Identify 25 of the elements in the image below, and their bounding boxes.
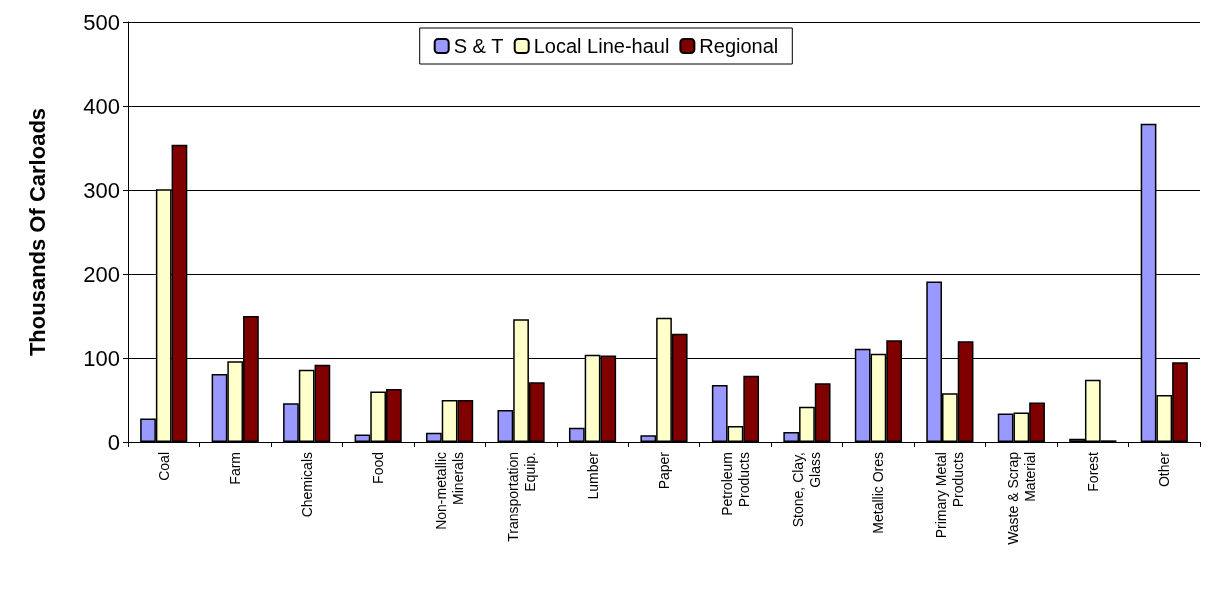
x-tick-label: Transportation Equip. [504, 452, 538, 542]
x-tick-label: Food [370, 452, 387, 484]
x-tick-label: Lumber [584, 451, 601, 500]
x-tick-label: Chemicals [298, 452, 315, 518]
x-tick-label: Waste & Scrap Material [1004, 451, 1038, 545]
x-tick-label: Metallic Ores [870, 452, 887, 534]
x-tick-label: Other [1156, 451, 1173, 488]
y-tick-label: 100 [83, 345, 120, 371]
y-tick-label: 500 [83, 9, 120, 35]
x-tick-label: Coal [155, 452, 172, 481]
y-tick-label: 300 [83, 177, 120, 203]
legend-label: Regional [699, 35, 779, 57]
y-tick-label: 400 [83, 93, 120, 119]
y-axis-title: Thousands Of Carloads [24, 107, 50, 357]
x-tick-label: Primary Metal Products [933, 452, 967, 539]
x-tick-label: Farm [227, 452, 244, 485]
x-tick-label: Forest [1084, 451, 1101, 492]
x-tick-label: Paper [656, 451, 672, 490]
x-tick-label: Petroleum Products [718, 452, 752, 516]
legend-label: Local Line-haul [533, 35, 670, 57]
x-tick-label: Non-metallic Minerals [433, 452, 467, 530]
y-tick-label: 0 [107, 429, 120, 455]
x-tick-label: Stone, Clay, Glass [790, 452, 824, 528]
y-tick-label: 200 [83, 261, 120, 287]
legend-label: S & T [453, 35, 504, 57]
